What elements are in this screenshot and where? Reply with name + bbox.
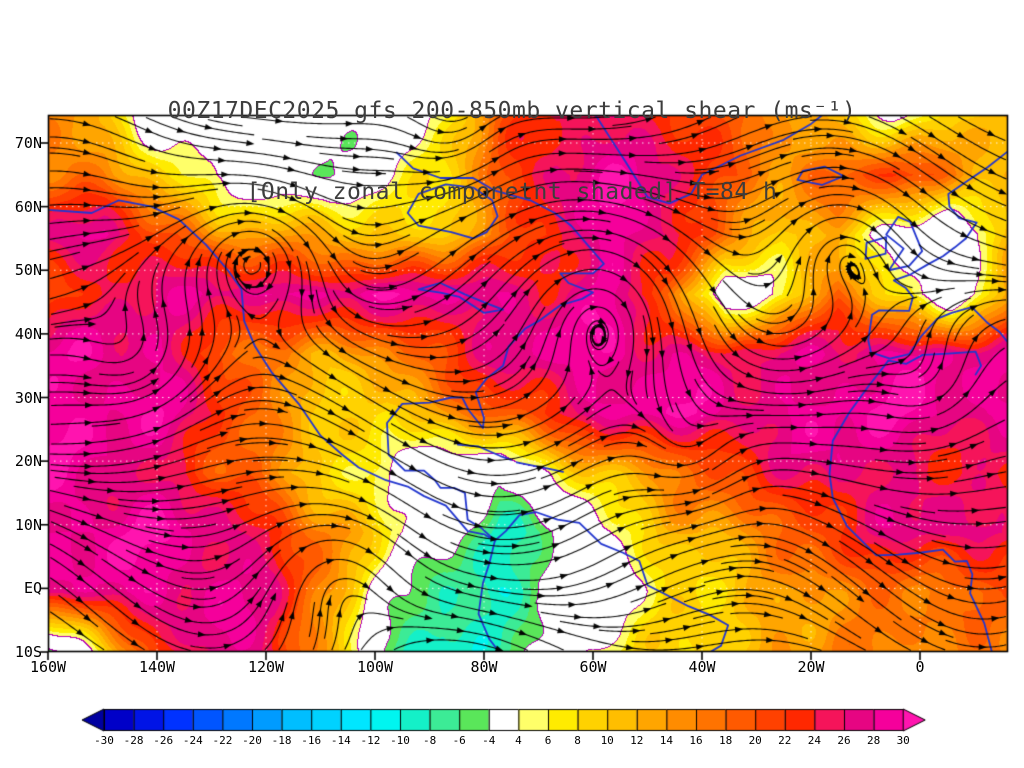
colorbar-tick-label: 30 (896, 734, 910, 747)
y-tick-label: 10S (14, 643, 42, 661)
colorbar-tick-label: 26 (837, 734, 851, 747)
colorbar-tick-label: -14 (330, 734, 351, 747)
colorbar-tick-label: -12 (360, 734, 381, 747)
colorbar-tick-label: 28 (866, 734, 881, 747)
colorbar-tick-label: -8 (422, 734, 437, 747)
y-tick-label: 30N (14, 388, 42, 407)
colorbar-tick-label: -18 (271, 734, 292, 747)
colorbar-tick-label: -6 (452, 734, 466, 747)
x-tick-label: 160W (29, 658, 67, 676)
x-tick-label: 0 (915, 658, 925, 676)
colorbar-tick-label: 20 (748, 734, 762, 747)
y-tick-label: 20N (14, 452, 42, 471)
colorbar-tick-label: -4 (482, 734, 496, 747)
colorbar-tick-label: -24 (182, 734, 203, 747)
x-tick-label: 140W (138, 658, 176, 676)
colorbar-tick-label: 8 (574, 734, 581, 747)
colorbar-tick-label: 22 (778, 734, 792, 747)
y-tick-label: 40N (14, 324, 42, 343)
colorbar-tick-label: -16 (301, 734, 322, 747)
colorbar-tick-label: 24 (807, 734, 822, 747)
chart-title: 00Z17DEC2025 gfs 200-850mb vertical shea… (0, 44, 1024, 260)
y-tick-label: 50N (14, 261, 42, 280)
colorbar-tick-label: 6 (544, 734, 552, 747)
x-tick-label: 120W (247, 658, 285, 676)
colorbar-tick-label: -28 (123, 734, 144, 747)
x-tick-label: 60W (579, 658, 607, 676)
colorbar-tick-label: 16 (689, 734, 703, 747)
colorbar-tick-label: 12 (630, 734, 644, 747)
colorbar-tick-label: 4 (515, 734, 522, 747)
colorbar-tick-label: 18 (718, 734, 733, 747)
x-tick-label: 100W (356, 658, 394, 676)
colorbar-tick-label: -26 (153, 734, 174, 747)
chart-title-line1: 00Z17DEC2025 gfs 200-850mb vertical shea… (167, 98, 857, 124)
y-tick-label: EQ (23, 579, 42, 598)
x-tick-label: 80W (470, 658, 498, 676)
colorbar-tick-label: 10 (600, 734, 614, 747)
colorbar-tick-label: -22 (212, 734, 233, 747)
x-tick-label: 20W (797, 658, 825, 676)
colorbar-tick-label: -30 (94, 734, 114, 747)
chart-title-line2: [Only zonal componetnt shaded] T=84 h (246, 179, 778, 205)
x-tick-label: 40W (688, 658, 716, 676)
y-tick-label: 10N (14, 515, 42, 534)
colorbar-tick-label: -10 (390, 734, 410, 747)
colorbar-tick-label: 14 (659, 734, 674, 747)
colorbar-tick-label: -20 (242, 734, 262, 747)
y-tick-label: 60N (14, 197, 42, 216)
y-tick-label: 70N (14, 134, 42, 152)
